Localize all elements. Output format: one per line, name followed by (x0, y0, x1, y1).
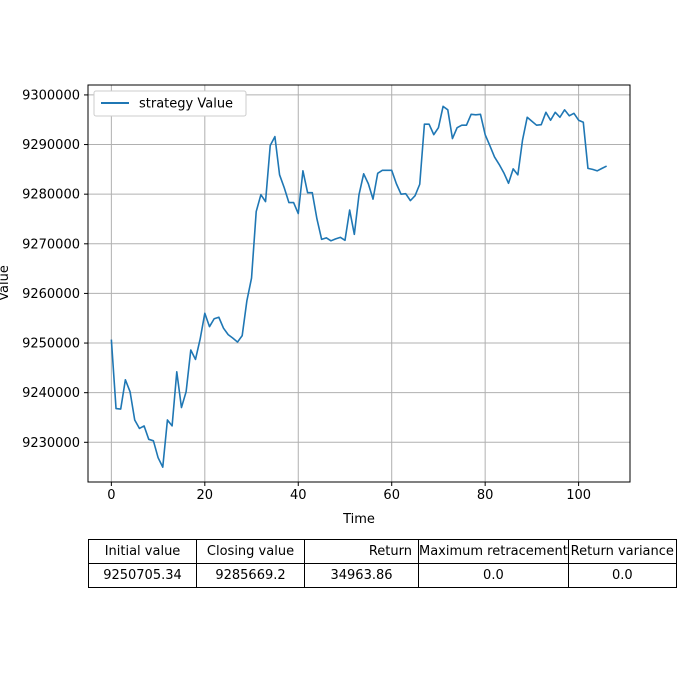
table-header-row: Initial value Closing value Return Maxim… (88, 539, 677, 564)
y-axis-label: Value (0, 265, 12, 301)
x-tick-label: 60 (383, 488, 400, 503)
x-tick-label: 0 (107, 488, 115, 503)
table-header-cell: Return (304, 539, 419, 564)
table-header-cell: Maximum retracement (418, 539, 569, 564)
grid-lines (88, 85, 630, 482)
x-tick-label: 40 (290, 488, 307, 503)
series-layer (110, 105, 607, 468)
y-tick-label: 9240000 (22, 386, 80, 401)
table-row: 9250705.34 9285669.2 34963.86 0.0 0.0 (88, 563, 677, 588)
table-cell: 0.0 (567, 563, 677, 588)
table-cell: 34963.86 (304, 563, 419, 588)
table-cell: 0.0 (418, 563, 569, 588)
y-tick-label: 9260000 (22, 287, 80, 302)
table-header-cell: Initial value (88, 539, 197, 564)
axis-ticks: 0 20 40 60 80 100 9230000 9240000 9250000 9260000… (22, 88, 591, 503)
y-tick-label: 9300000 (22, 88, 80, 103)
y-tick-label: 9290000 (22, 138, 80, 153)
table-cell: 9285669.2 (196, 563, 305, 588)
series-line (110, 105, 607, 468)
table-header-cell: Return variance (567, 539, 677, 564)
legend-label: strategy Value (139, 97, 233, 112)
y-tick-label: 9270000 (22, 237, 80, 252)
statistics-table: Initial value Closing value Return Maxim… (88, 539, 677, 588)
x-tick-label: 80 (477, 488, 494, 503)
table-header-cell: Closing value (196, 539, 305, 564)
x-tick-label: 20 (197, 488, 214, 503)
y-tick-label: 9230000 (22, 436, 80, 451)
table-cell: 9250705.34 (88, 563, 197, 588)
legend-box (93, 90, 247, 117)
plot-area-frame (87, 84, 631, 483)
y-tick-label: 9280000 (22, 188, 80, 203)
y-tick-label: 9250000 (22, 337, 80, 352)
legend: strategy Value (93, 90, 247, 117)
x-axis-label: Time (342, 512, 375, 527)
x-tick-label: 100 (566, 488, 591, 503)
